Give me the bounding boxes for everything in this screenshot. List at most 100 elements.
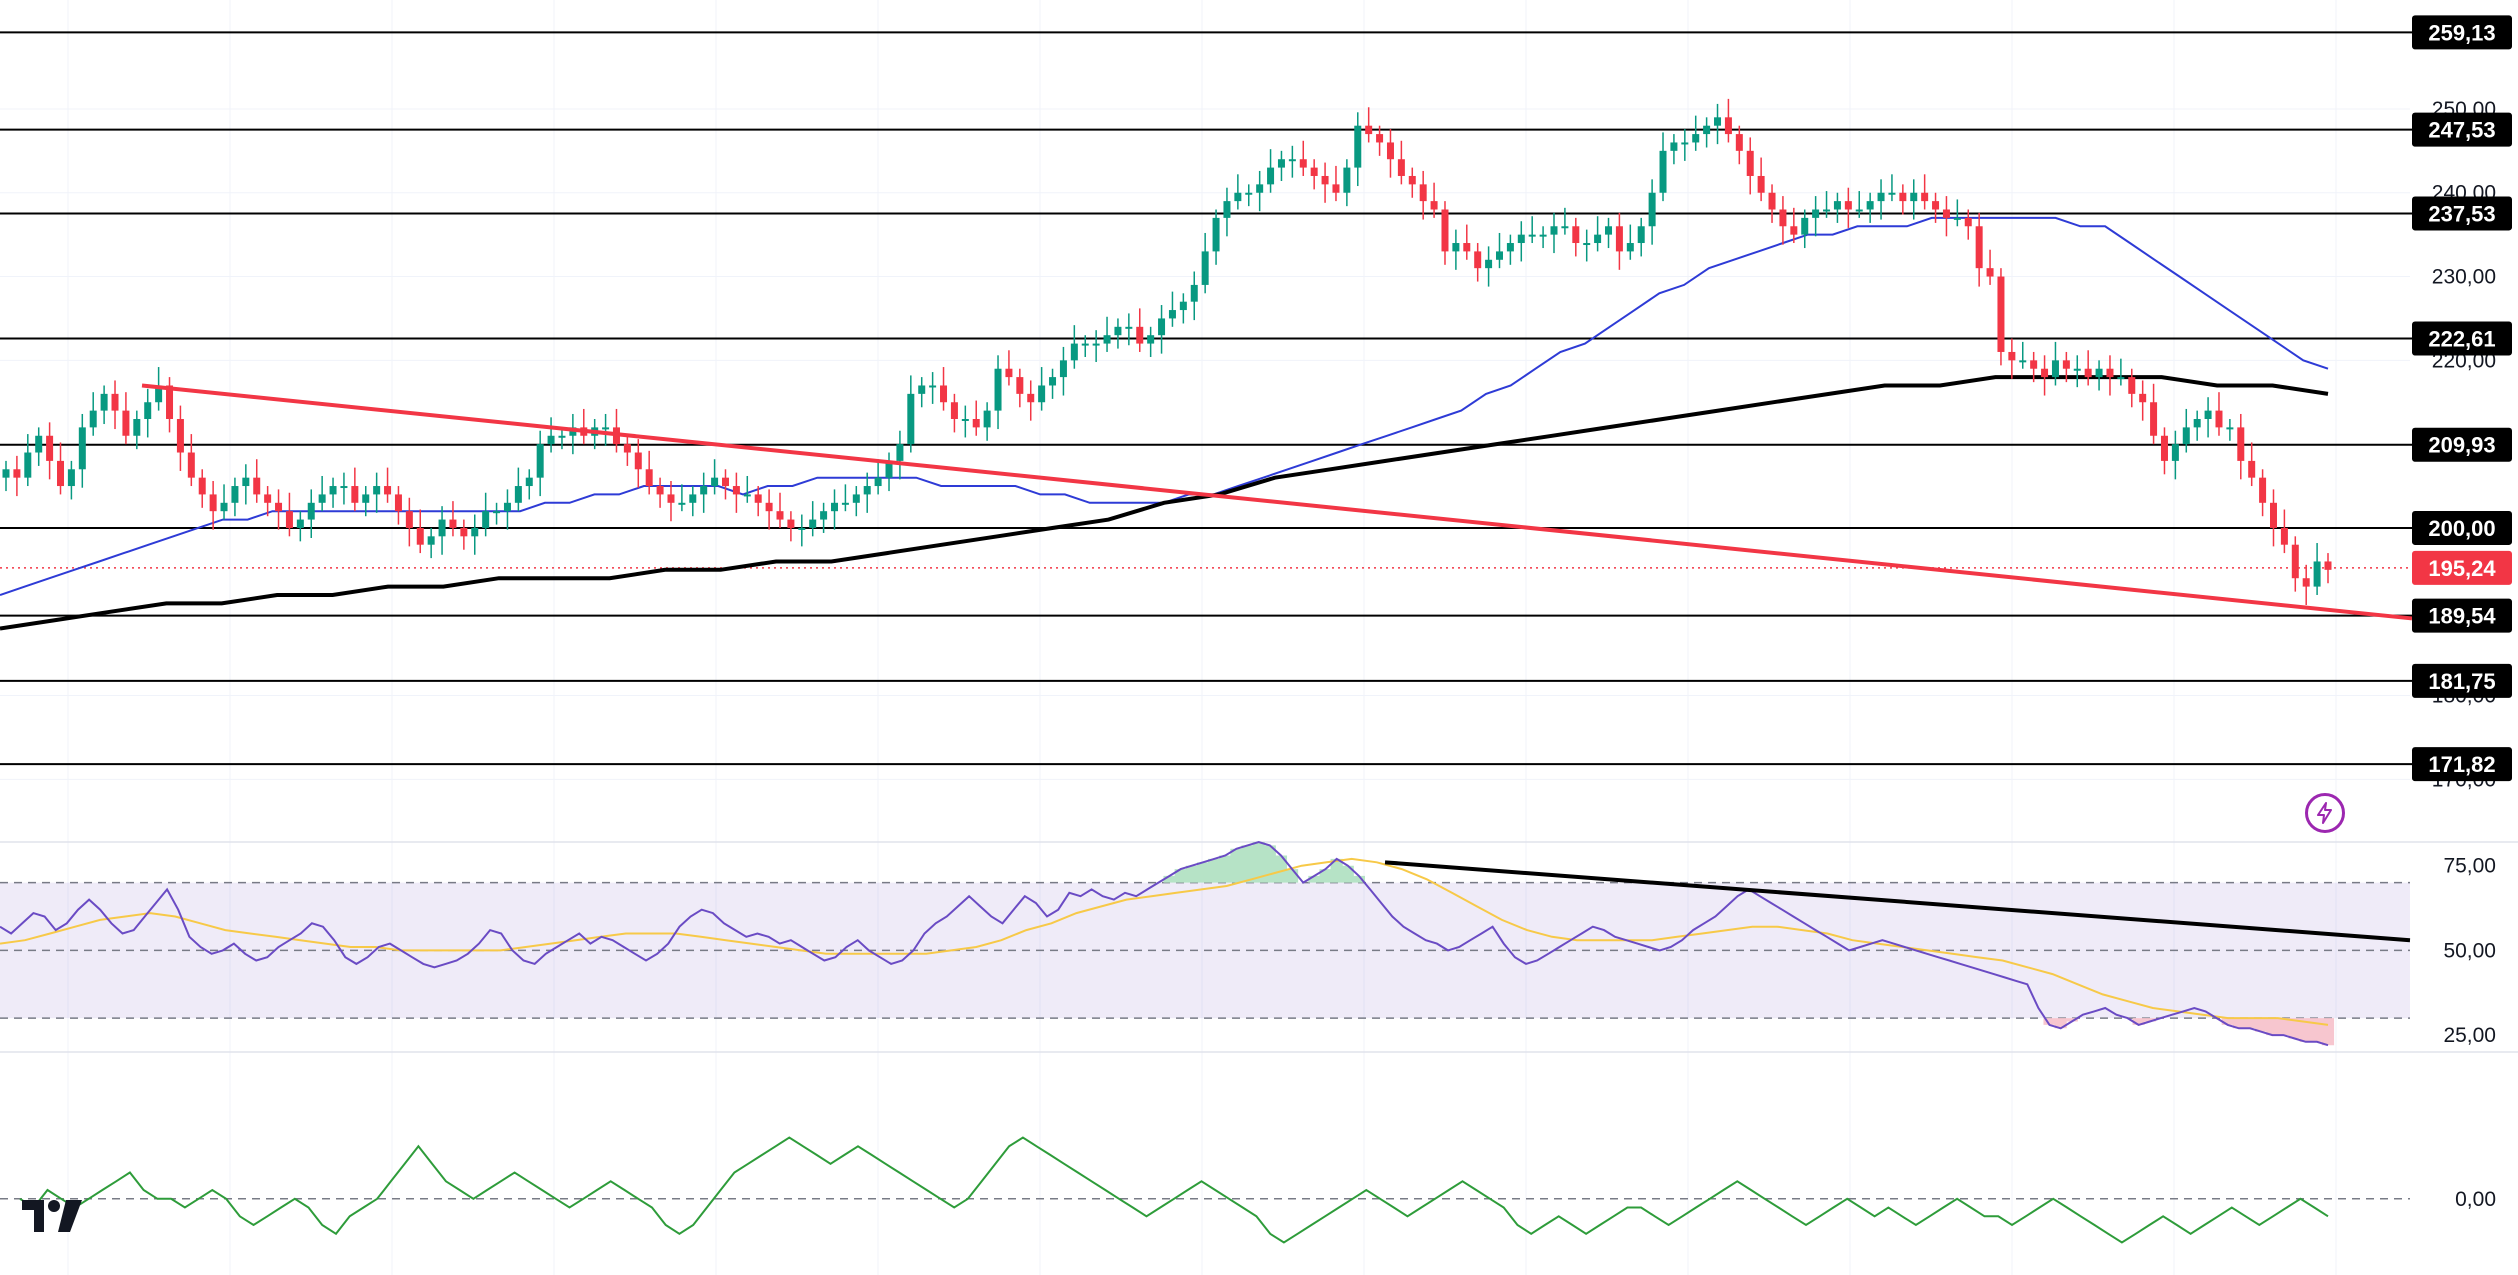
candle-body [13, 469, 21, 478]
last-price-label-text: 195,24 [2428, 556, 2496, 581]
candle-body [1310, 167, 1318, 176]
candle-body [896, 444, 904, 461]
candle-body [1703, 125, 1711, 135]
level-label: 259,13 [2412, 15, 2512, 50]
candle-body [2171, 444, 2179, 461]
candle-body [2095, 368, 2103, 378]
level-label-bg [2412, 598, 2512, 633]
candle-body [1277, 159, 1285, 168]
candle-body [1114, 326, 1122, 336]
candle-body [656, 486, 664, 495]
candle-body [514, 486, 522, 503]
candle-body [1016, 377, 1024, 394]
level-label-text: 189,54 [2428, 604, 2496, 629]
candle-body [2117, 377, 2125, 380]
candle-body [1790, 226, 1798, 235]
candle-body [1921, 192, 1929, 202]
grid-lines [0, 0, 2410, 1275]
candle-body [1637, 226, 1645, 244]
candle-body [1267, 167, 1275, 185]
candle-body [1659, 150, 1667, 193]
level-label-bg [2412, 112, 2512, 147]
candle-body [711, 477, 719, 487]
oscillator-panel: 0,00 [0, 1136, 2496, 1244]
candle-body [1059, 360, 1067, 378]
candle-body [558, 435, 566, 438]
candle-body [1103, 335, 1111, 344]
candle-body [1670, 142, 1678, 151]
candle-body [133, 419, 141, 436]
candle-body [2248, 460, 2256, 478]
candle-body [1386, 142, 1394, 160]
price-tick-label: 230,00 [2432, 266, 2496, 289]
candle-body [852, 494, 860, 503]
candle-body [1408, 175, 1416, 185]
candle-body [1234, 192, 1242, 202]
candle-body [242, 477, 250, 487]
level-label-text: 200,00 [2428, 516, 2495, 541]
candle-body [1136, 326, 1144, 344]
candle-body [264, 494, 272, 503]
candle-body [1648, 192, 1656, 227]
candle-body [1256, 184, 1264, 193]
level-label: 200,00 [2412, 510, 2512, 545]
candle-body [231, 486, 239, 503]
candle-body [623, 444, 631, 453]
candle-body [1332, 184, 1340, 193]
level-label-bg [2412, 196, 2512, 231]
candle-body [1092, 343, 1100, 346]
candle-body [1452, 243, 1460, 252]
candle-body [1572, 226, 1580, 244]
candle-body [1495, 251, 1503, 260]
level-label-bg [2412, 747, 2512, 782]
candle-body [754, 494, 762, 503]
level-label-bg [2412, 15, 2512, 50]
rsi-tick-label: 50,00 [2443, 939, 2496, 962]
candle-body [765, 502, 773, 512]
candle-body [1027, 393, 1035, 403]
level-label-bg [2412, 321, 2512, 356]
candle-body [1397, 159, 1405, 176]
candle-body [100, 393, 108, 411]
candle-body [460, 527, 468, 537]
tradingview-logo-icon [22, 1196, 86, 1236]
candle-body [2019, 360, 2027, 363]
candle-body [1474, 251, 1482, 269]
candle-body [384, 486, 392, 495]
candle-body [2051, 360, 2059, 378]
candle-body [1517, 234, 1525, 244]
candle-body [1463, 243, 1471, 252]
candle-body [1190, 284, 1198, 302]
candle-body [67, 469, 75, 487]
candle-body [732, 486, 740, 495]
candle-body [1964, 217, 1972, 227]
candle-body [1801, 217, 1809, 235]
candle-body [46, 435, 54, 461]
level-label-text: 181,75 [2428, 669, 2495, 694]
candle-body [667, 494, 675, 503]
candle-body [1681, 142, 1689, 145]
candle-body [940, 385, 948, 403]
candle-body [645, 469, 653, 487]
candle-body [809, 519, 817, 528]
level-label: 237,53 [2412, 196, 2512, 231]
candle-body [340, 486, 348, 489]
candle-body [394, 494, 402, 512]
candle-body [1506, 243, 1514, 252]
alert-bolt-icon[interactable] [2305, 793, 2345, 833]
candle-body [285, 511, 293, 528]
candle-body [2302, 578, 2310, 587]
candle-body [187, 452, 195, 478]
candle-body [318, 494, 326, 503]
candle-body [1223, 201, 1231, 218]
candle-body [1975, 226, 1983, 269]
candle-body [1714, 117, 1722, 126]
candle-body [449, 519, 457, 528]
candle-body [1888, 192, 1896, 195]
candle-body [438, 519, 446, 537]
candle-body [1757, 175, 1765, 193]
level-label: 209,93 [2412, 427, 2512, 462]
candle-body [1049, 377, 1057, 386]
candle-body [122, 410, 130, 436]
